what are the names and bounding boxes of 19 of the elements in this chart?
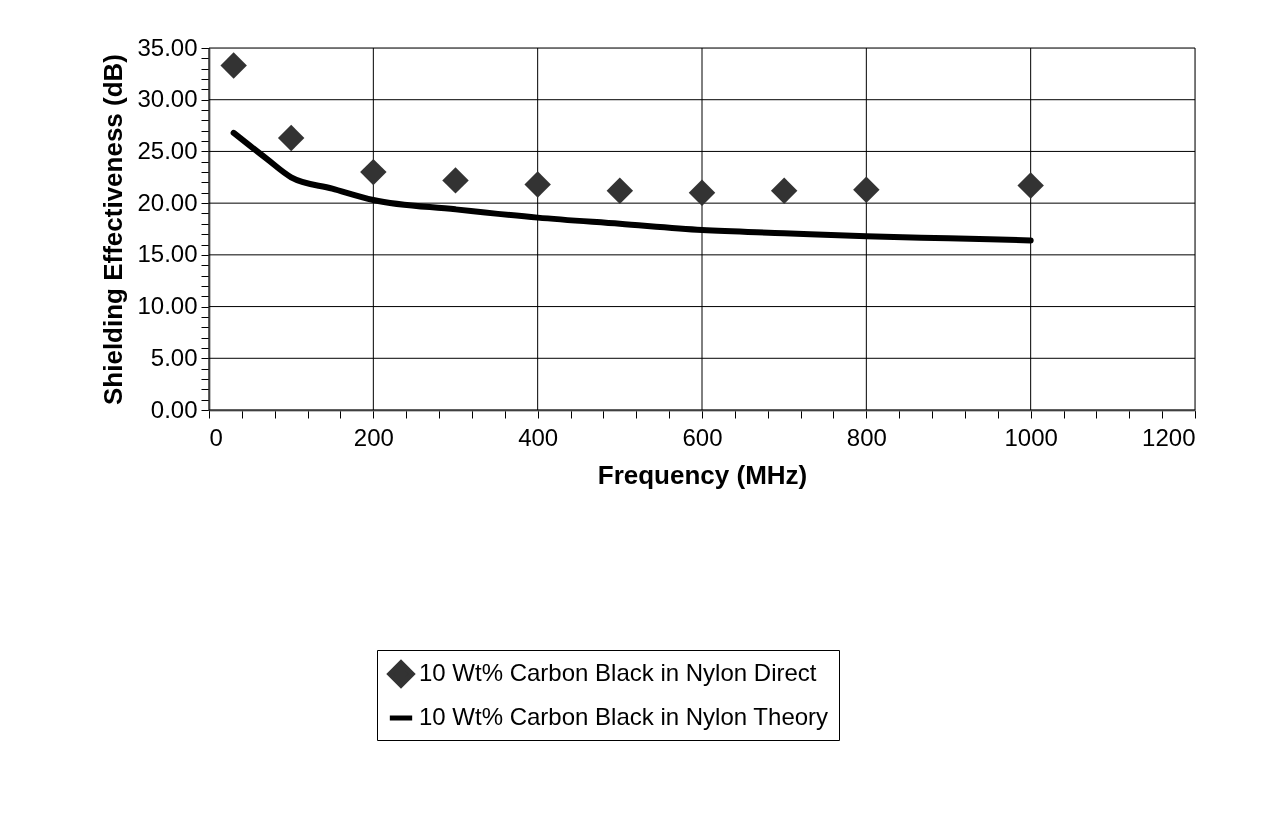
y-tick-label: 10.00: [137, 292, 198, 320]
y-tick-label: 35.00: [137, 33, 198, 61]
legend-label: 10 Wt% Carbon Black in Nylon Theory: [419, 703, 829, 730]
x-tick-label: 1000: [1004, 423, 1058, 451]
y-tick-label: 5.00: [150, 343, 198, 371]
y-tick-label: 30.00: [137, 85, 198, 113]
legend-label: 10 Wt% Carbon Black in Nylon Direct: [419, 659, 817, 686]
y-tick-label: 0.00: [150, 395, 198, 423]
x-tick-label: 1200: [1142, 423, 1196, 451]
x-tick-label: 800: [846, 423, 887, 451]
y-tick-label: 15.00: [137, 240, 198, 268]
x-tick-label: 400: [518, 423, 559, 451]
x-tick-label: 600: [682, 423, 723, 451]
x-tick-label: 0: [209, 423, 223, 451]
y-tick-label: 25.00: [137, 136, 198, 164]
y-tick-label: 20.00: [137, 188, 198, 216]
x-tick-label: 200: [353, 423, 394, 451]
x-axis-title: Frequency (MHz): [597, 459, 808, 490]
y-axis-title: Shielding Effectiveness (dB): [98, 53, 129, 406]
